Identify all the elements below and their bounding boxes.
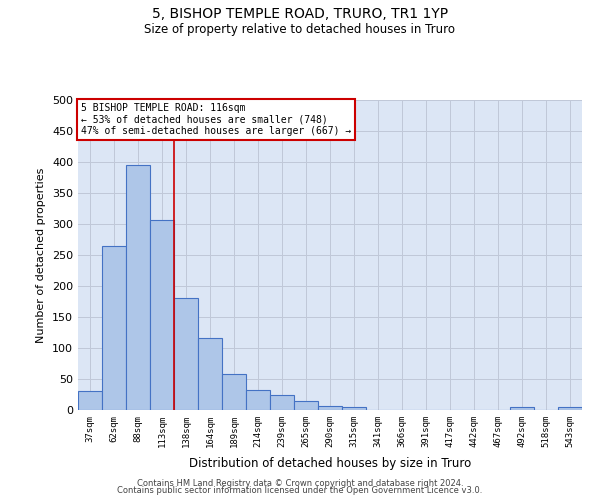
Bar [174,298,198,410]
Bar [510,407,534,410]
Text: Contains public sector information licensed under the Open Government Licence v3: Contains public sector information licen… [118,486,482,495]
Bar [270,394,294,410]
Bar [102,246,126,410]
Text: Distribution of detached houses by size in Truro: Distribution of detached houses by size … [189,457,471,470]
Text: Contains HM Land Registry data © Crown copyright and database right 2024.: Contains HM Land Registry data © Crown c… [137,478,463,488]
Bar [126,165,150,410]
Bar [150,220,174,410]
Bar [294,402,318,410]
Bar [222,374,246,410]
Bar [198,338,222,410]
Y-axis label: Number of detached properties: Number of detached properties [37,168,46,342]
Text: Size of property relative to detached houses in Truro: Size of property relative to detached ho… [145,22,455,36]
Bar [558,407,582,410]
Bar [246,390,270,410]
Bar [78,392,102,410]
Text: 5 BISHOP TEMPLE ROAD: 116sqm
← 53% of detached houses are smaller (748)
47% of s: 5 BISHOP TEMPLE ROAD: 116sqm ← 53% of de… [80,103,351,136]
Bar [318,406,342,410]
Bar [342,407,366,410]
Text: 5, BISHOP TEMPLE ROAD, TRURO, TR1 1YP: 5, BISHOP TEMPLE ROAD, TRURO, TR1 1YP [152,8,448,22]
